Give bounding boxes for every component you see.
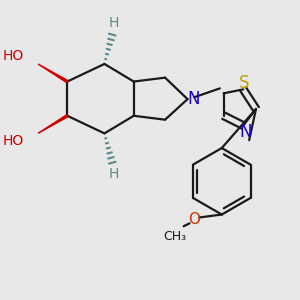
Text: S: S bbox=[239, 74, 250, 92]
Text: H: H bbox=[109, 16, 119, 30]
Polygon shape bbox=[38, 115, 68, 134]
Text: CH₃: CH₃ bbox=[163, 230, 186, 243]
Text: N: N bbox=[239, 123, 251, 141]
Polygon shape bbox=[38, 64, 68, 82]
Text: N: N bbox=[187, 90, 200, 108]
Text: HO: HO bbox=[3, 134, 24, 148]
Text: H: H bbox=[109, 167, 119, 182]
Text: O: O bbox=[188, 212, 200, 227]
Text: HO: HO bbox=[3, 49, 24, 63]
